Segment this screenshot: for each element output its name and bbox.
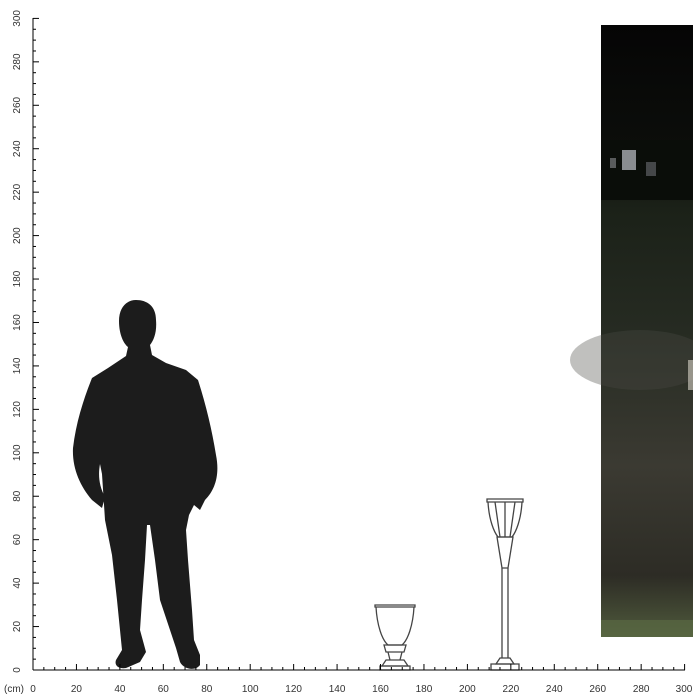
x-tick-label: 160 <box>372 684 389 695</box>
y-tick-label: 20 <box>12 621 23 633</box>
x-tick-label: 100 <box>242 684 259 695</box>
unit-label: (cm) <box>4 684 24 695</box>
y-tick-label: 40 <box>12 577 23 589</box>
x-tick-label: 180 <box>416 684 433 695</box>
x-tick-label: 0 <box>30 684 36 695</box>
y-tick-label: 240 <box>12 140 23 157</box>
human-silhouette <box>72 300 218 669</box>
tall-planter <box>486 498 524 671</box>
x-tick-label: 60 <box>158 684 170 695</box>
y-tick-label: 180 <box>12 270 23 287</box>
x-tick-label: 280 <box>633 684 650 695</box>
short-planter <box>374 604 416 671</box>
measurement-axes <box>32 17 686 671</box>
x-tick-label: 300 <box>676 684 693 695</box>
x-tick-label: 240 <box>546 684 563 695</box>
x-tick-label: 80 <box>201 684 213 695</box>
y-tick-label: 140 <box>12 357 23 374</box>
x-tick-label: 200 <box>459 684 476 695</box>
y-tick-label: 60 <box>12 534 23 546</box>
y-tick-label: 200 <box>12 227 23 244</box>
x-tick-label: 40 <box>114 684 126 695</box>
x-tick-label: 20 <box>71 684 83 695</box>
x-tick-label: 260 <box>589 684 606 695</box>
y-tick-label: 80 <box>12 490 23 502</box>
y-tick-label: 220 <box>12 183 23 200</box>
y-tick-label: 120 <box>12 401 23 418</box>
x-tick-label: 120 <box>285 684 302 695</box>
y-tick-label: 100 <box>12 444 23 461</box>
x-tick-label: 140 <box>329 684 346 695</box>
y-tick-label: 300 <box>12 10 23 27</box>
night-garden-photo <box>570 25 693 637</box>
y-tick-label: 280 <box>12 53 23 70</box>
y-tick-label: 260 <box>12 97 23 114</box>
y-tick-label: 0 <box>12 667 23 673</box>
x-tick-label: 220 <box>502 684 519 695</box>
y-tick-label: 160 <box>12 314 23 331</box>
